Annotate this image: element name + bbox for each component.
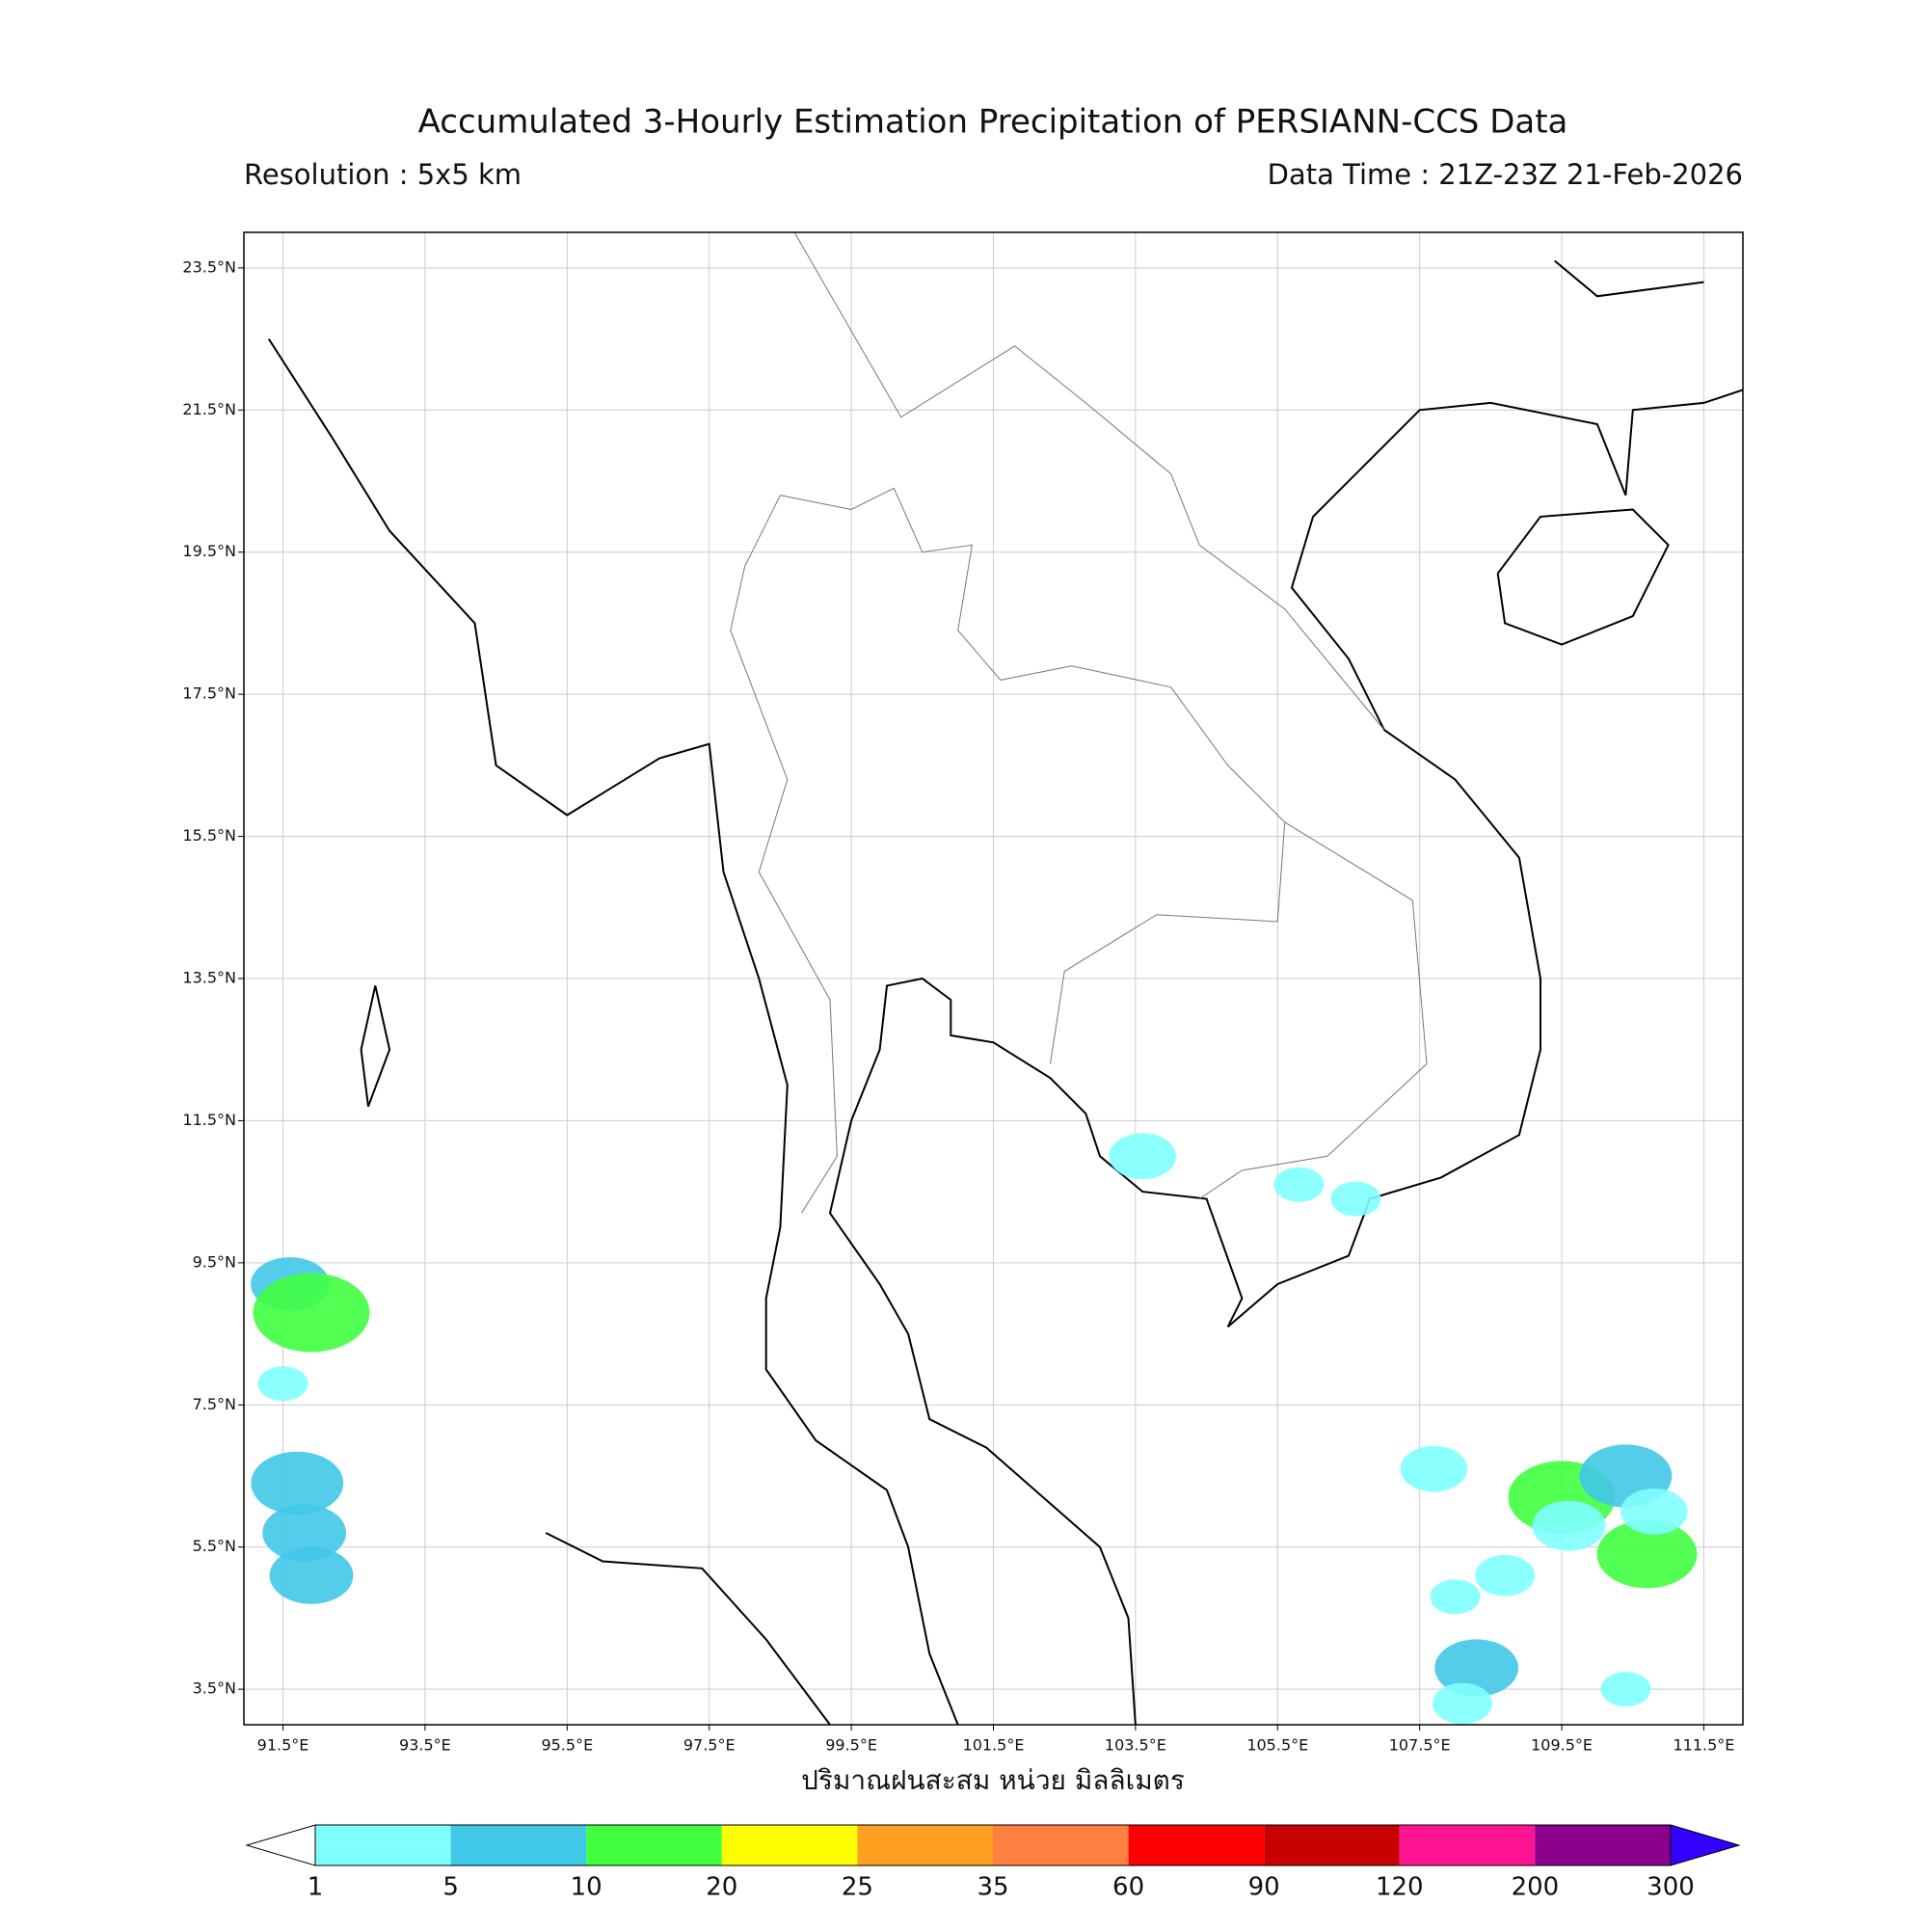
x-tick-label: 97.5°E <box>683 1736 736 1755</box>
rain-cell <box>251 1451 344 1515</box>
colorbar-label: 10 <box>571 1873 602 1902</box>
y-tick-label: 13.5°N <box>182 969 236 987</box>
colorbar-label: 300 <box>1647 1873 1695 1902</box>
border <box>780 487 1286 1064</box>
y-tick-label: 17.5°N <box>182 684 236 703</box>
colorbar-label: 90 <box>1248 1873 1280 1902</box>
x-tick-label: 107.5°E <box>1389 1736 1451 1755</box>
coastline <box>545 1532 831 1725</box>
y-tick-label: 21.5°N <box>182 400 236 418</box>
colorbar-segment <box>315 1825 451 1865</box>
colorbar-frame <box>314 1824 1672 1866</box>
title: Accumulated 3-Hourly Estimation Precipit… <box>418 103 1568 142</box>
y-tick-label: 3.5°N <box>193 1679 236 1698</box>
x-tick-label: 103.5°E <box>1105 1736 1166 1755</box>
colorbar-segment <box>1264 1825 1400 1865</box>
y-tick-label: 9.5°N <box>193 1252 236 1271</box>
rain-cell <box>1400 1445 1468 1492</box>
x-tick-label: 111.5°E <box>1674 1736 1735 1755</box>
colorbar-segment <box>1535 1825 1671 1865</box>
y-tick-label: 23.5°N <box>182 257 236 276</box>
x-tick-label: 101.5°E <box>963 1736 1025 1755</box>
colorbar-label: 25 <box>842 1873 873 1902</box>
x-tick-label: 91.5°E <box>257 1736 309 1755</box>
rain-cell <box>1475 1554 1536 1597</box>
colorbar-segment <box>586 1825 722 1865</box>
rain-cell <box>1330 1181 1381 1217</box>
coastline <box>360 985 391 1108</box>
coastline <box>267 338 959 1725</box>
rain-cell <box>257 1366 308 1402</box>
grid: 91.5°E 93.5°E 95.5°E 97.5°E 99.5°E 101.5°E 103… <box>182 232 1743 1755</box>
border <box>1198 821 1428 1199</box>
colorbar: 1 5 10 20 25 35 60 90 120 200 300 <box>245 1824 1741 1902</box>
colorbar-label: 20 <box>706 1873 737 1902</box>
resolution: Resolution : 5x5 km <box>244 158 522 191</box>
y-tick-label: 11.5°N <box>182 1111 236 1129</box>
rain-cell <box>1430 1579 1481 1615</box>
rain-cells <box>251 1133 1698 1725</box>
colorbar-segment <box>1128 1825 1265 1865</box>
rain-cell <box>1273 1167 1325 1202</box>
y-tick-label: 15.5°N <box>182 826 236 845</box>
colorbar-segment <box>857 1825 993 1865</box>
rain-cell <box>269 1546 354 1604</box>
x-tick-label: 109.5°E <box>1531 1736 1593 1755</box>
colorbar-segment <box>450 1825 587 1865</box>
colorbar-label: 5 <box>442 1873 459 1902</box>
coastline <box>828 389 1743 1725</box>
border <box>730 495 838 1214</box>
rain-cell <box>1109 1133 1177 1180</box>
rain-cell <box>1600 1672 1651 1707</box>
y-tick-label: 5.5°N <box>193 1537 236 1555</box>
colorbar-segment <box>721 1825 858 1865</box>
coastlines <box>267 232 1743 1725</box>
colorbar-label: 120 <box>1376 1873 1424 1902</box>
colorbar-label: 60 <box>1112 1873 1144 1902</box>
rain-cell <box>262 1504 347 1562</box>
rain-cell <box>253 1273 370 1353</box>
x-tick-label: 99.5°E <box>825 1736 877 1755</box>
colorbar-label: 200 <box>1512 1873 1560 1902</box>
colorbar-segment <box>993 1825 1129 1865</box>
data-time: Data Time : 21Z-23Z 21-Feb-2026 <box>1268 158 1743 191</box>
coastline <box>1496 508 1670 646</box>
x-tick-label: 93.5°E <box>399 1736 451 1755</box>
x-tick-label: 105.5°E <box>1246 1736 1308 1755</box>
colorbar-label: 1 <box>308 1873 324 1902</box>
rain-cell <box>1434 1639 1519 1697</box>
x-axis-label: ปริมาณฝนสะสม หน่วย มิลลิเมตร <box>801 1764 1185 1796</box>
map-frame <box>243 231 1744 1726</box>
y-tick-label: 7.5°N <box>193 1395 236 1413</box>
y-tick-label: 19.5°N <box>182 542 236 560</box>
colorbar-segment <box>1399 1825 1536 1865</box>
rain-cell <box>1432 1682 1492 1725</box>
border <box>793 232 1385 731</box>
rain-cell <box>1532 1500 1606 1551</box>
x-tick-label: 95.5°E <box>541 1736 593 1755</box>
rain-cell <box>1596 1519 1698 1589</box>
colorbar-label: 35 <box>977 1873 1008 1902</box>
coastline <box>1554 259 1704 298</box>
rain-cell <box>1620 1489 1688 1535</box>
colorbar-over <box>1670 1824 1741 1866</box>
colorbar-under <box>245 1824 316 1866</box>
